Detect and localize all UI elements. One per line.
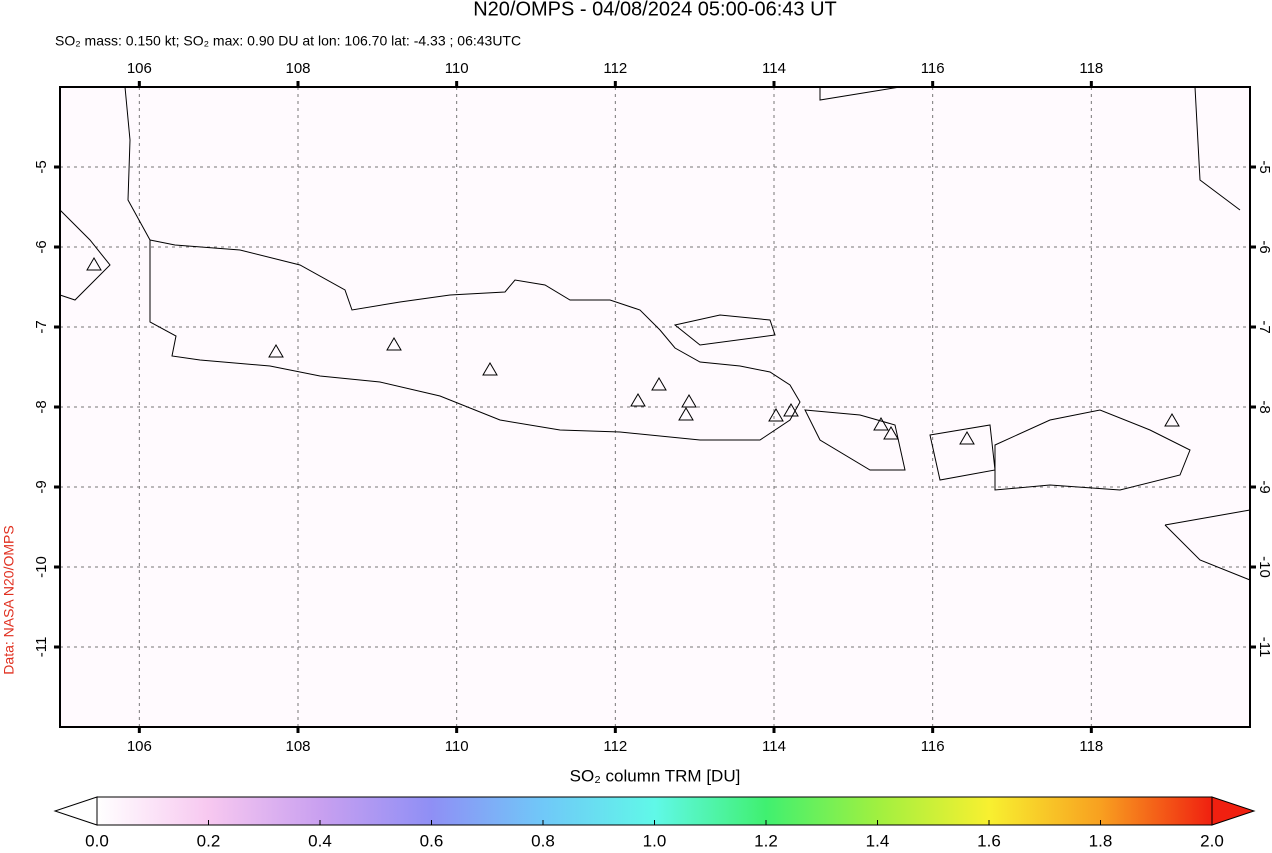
- y-tick-label: -5: [1256, 160, 1272, 173]
- colorbar-tick-label: 1.0: [643, 831, 667, 850]
- colorbar-over: [1211, 796, 1256, 826]
- y-tick-label: -6: [33, 240, 50, 253]
- colorbar-tick-label: 0.4: [308, 831, 332, 850]
- y-tick-label: -9: [1256, 480, 1272, 493]
- colorbar-tick-label: 1.8: [1089, 831, 1113, 850]
- y-tick-label: -8: [33, 400, 50, 413]
- colorbar-label: SO₂ column TRM [DU]: [570, 766, 741, 785]
- colorbar-under: [53, 796, 98, 826]
- x-tick-label: 106: [127, 60, 152, 77]
- x-tick-label: 108: [285, 738, 310, 755]
- colorbar-tick-label: 0.0: [85, 831, 109, 850]
- y-tick-label: -10: [1256, 556, 1272, 578]
- x-tick-label: 114: [762, 738, 786, 755]
- x-tick-label: 112: [603, 738, 627, 755]
- credit: Data: NASA N20/OMPS: [1, 525, 17, 674]
- y-tick-label: -10: [33, 556, 50, 578]
- subtitle: SO₂ mass: 0.150 kt; SO₂ max: 0.90 DU at …: [55, 33, 521, 49]
- colorbar-tick-label: 0.8: [531, 831, 555, 850]
- x-tick-label: 112: [603, 60, 627, 77]
- y-tick-label: -6: [1256, 240, 1272, 253]
- colorbar-tick-label: 0.6: [420, 831, 444, 850]
- colorbar-tick-label: 1.6: [977, 831, 1001, 850]
- colorbar-tick-label: 1.2: [754, 831, 778, 850]
- x-tick-label: 118: [1079, 738, 1103, 755]
- y-tick-label: -9: [33, 480, 50, 493]
- colorbar-tick-label: 2.0: [1200, 831, 1224, 850]
- x-tick-label: 108: [285, 60, 310, 77]
- x-tick-label: 116: [921, 738, 945, 755]
- x-tick-label: 110: [445, 738, 469, 755]
- title: N20/OMPS - 04/08/2024 05:00-06:43 UT: [473, 0, 837, 20]
- x-tick-label: 110: [445, 60, 469, 77]
- y-tick-label: -5: [33, 160, 50, 173]
- y-tick-label: -11: [1256, 637, 1272, 658]
- colorbar-tick-label: 0.2: [197, 831, 221, 850]
- x-tick-label: 118: [1079, 60, 1103, 77]
- x-tick-label: 106: [127, 738, 152, 755]
- y-tick-label: -8: [1256, 400, 1272, 413]
- coastlines: [59, 86, 1251, 581]
- colorbar-tick-label: 1.4: [866, 831, 890, 850]
- x-tick-label: 116: [921, 60, 945, 77]
- volcanoes: [86, 257, 1180, 445]
- y-tick-label: -7: [1256, 320, 1272, 333]
- x-tick-label: 114: [762, 60, 786, 77]
- y-tick-label: -11: [33, 637, 50, 658]
- y-tick-label: -7: [33, 320, 50, 333]
